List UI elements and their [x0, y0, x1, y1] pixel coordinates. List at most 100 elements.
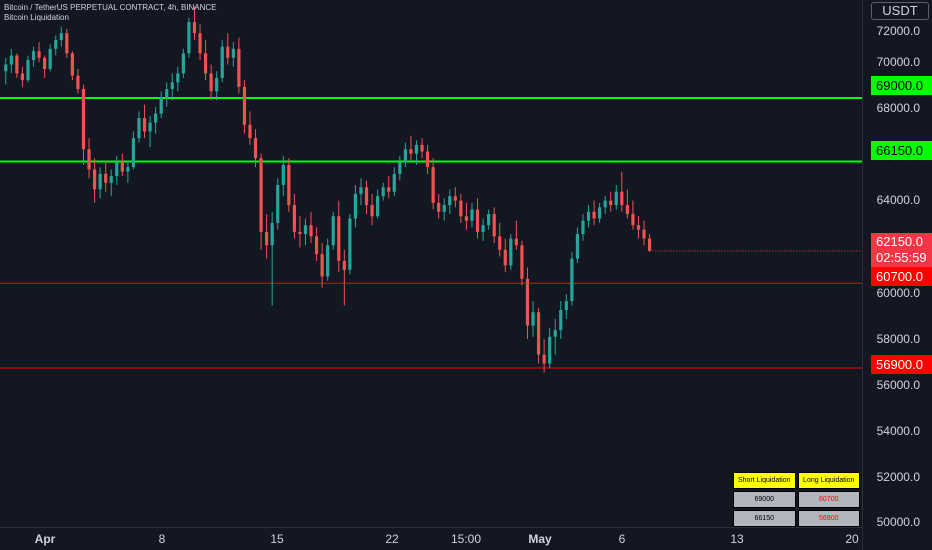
current-price-label: 62150.0 02:55:59 [871, 233, 932, 267]
candle-body [431, 167, 435, 203]
candle-body [387, 187, 391, 192]
candle-body [492, 214, 496, 237]
candle [387, 176, 391, 199]
candle-body [642, 229, 646, 239]
candle-body [104, 173, 108, 183]
candle-body [37, 51, 41, 58]
candle-body [398, 162, 402, 174]
candle-body [170, 82, 174, 90]
candle-body [215, 77, 219, 92]
candle [92, 158, 97, 203]
price-tick: 58000.0 [876, 332, 920, 346]
candle-body [9, 55, 13, 65]
candle [309, 211, 313, 244]
short-liquidation-cell: 66150 [733, 510, 796, 527]
candle-body [448, 196, 452, 206]
currency-button[interactable]: USDT [871, 2, 929, 20]
candle [81, 84, 86, 165]
time-tick: 22 [385, 532, 399, 546]
candle [403, 142, 407, 168]
candle-body [376, 196, 380, 217]
price-tick: 56000.0 [876, 378, 920, 392]
candle [65, 28, 69, 58]
candle [76, 68, 80, 94]
candle [20, 66, 25, 87]
candle-body [4, 64, 8, 72]
candle-body [586, 211, 591, 221]
candlestick-chart[interactable] [0, 0, 862, 527]
candle-body [43, 57, 47, 69]
candle [409, 135, 413, 161]
candle [575, 227, 580, 264]
candle [320, 243, 324, 288]
time-tick: 20 [845, 532, 859, 546]
candle-body [392, 173, 396, 192]
chart-plot-area[interactable]: Bitcoin / TetherUS PERPETUAL CONTRACT, 4… [0, 0, 862, 527]
candle [498, 222, 502, 257]
candle [115, 155, 119, 185]
price-axis[interactable]: USDT 72000.0 70000.0 68000.0 64000.0 600… [862, 0, 932, 550]
candle [492, 207, 496, 244]
time-tick: 15:00 [450, 532, 482, 546]
candle-body [414, 144, 419, 154]
candle [326, 238, 330, 281]
candle [192, 6, 197, 40]
liquidation-table: Short Liquidation Long Liquidation 69000… [731, 470, 862, 527]
candle [137, 111, 141, 143]
candle-body [420, 144, 424, 152]
candle-body [636, 225, 641, 230]
candle [647, 234, 652, 252]
candle [620, 171, 624, 212]
candle-body [281, 164, 285, 185]
candle [43, 55, 47, 78]
candle-body [514, 238, 518, 246]
short-liquidation-price-label: 66150.0 [871, 141, 932, 160]
candle [159, 91, 163, 119]
indicator-title[interactable]: Bitcoin Liquidation [4, 13, 69, 22]
candle [176, 66, 180, 92]
time-tick: 8 [158, 532, 166, 546]
candle-body [337, 216, 341, 261]
candle-body [231, 48, 235, 58]
candle-body [314, 236, 319, 255]
candle-body [115, 162, 119, 177]
candle-body [536, 312, 541, 355]
candle-body [98, 173, 102, 190]
candle-body [331, 216, 335, 246]
symbol-title[interactable]: Bitcoin / TetherUS PERPETUAL CONTRACT, 4… [4, 3, 217, 12]
candle [520, 240, 524, 286]
candle-body [509, 238, 513, 266]
time-tick: 13 [730, 532, 744, 546]
time-axis[interactable]: Apr 8 15 22 15:00 May 6 13 20 [0, 527, 862, 550]
candle-body [564, 301, 568, 310]
price-tick: 52000.0 [876, 470, 920, 484]
candle-body [276, 184, 280, 223]
candle-body [203, 53, 208, 74]
candle [392, 167, 396, 197]
candle [165, 82, 169, 107]
candle [453, 187, 457, 208]
candle-body [353, 193, 358, 219]
candle [570, 251, 574, 306]
candle-body [598, 207, 602, 219]
candle [131, 131, 136, 170]
candle-body [154, 113, 158, 123]
candle [215, 71, 219, 101]
candle [198, 24, 202, 61]
candle-body [370, 205, 374, 217]
candle [503, 238, 507, 273]
candle [142, 104, 147, 139]
candle-body [181, 53, 185, 74]
candle-body [87, 149, 91, 170]
candle [15, 53, 19, 78]
candle-body [165, 89, 169, 98]
long-liquidation-cell: 60700 [797, 491, 860, 508]
candle-body [525, 278, 530, 326]
candle [381, 182, 385, 201]
candle-body [647, 238, 652, 251]
candle [431, 158, 435, 210]
candle [70, 51, 74, 81]
candle-body [120, 162, 124, 172]
candle-body [320, 254, 324, 277]
candle-body [409, 149, 413, 154]
